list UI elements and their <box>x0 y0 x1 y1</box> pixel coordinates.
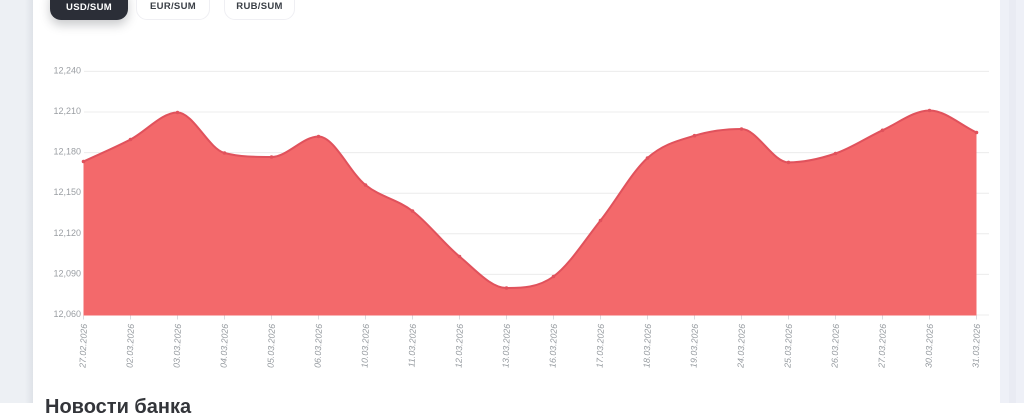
svg-text:24.03.2026: 24.03.2026 <box>735 324 747 369</box>
svg-text:03.03.2026: 03.03.2026 <box>171 324 183 368</box>
svg-text:13.03.2026: 13.03.2026 <box>500 324 512 368</box>
svg-text:25.03.2026: 25.03.2026 <box>782 324 794 369</box>
svg-text:05.03.2026: 05.03.2026 <box>265 324 277 368</box>
svg-text:06.03.2026: 06.03.2026 <box>312 324 324 368</box>
svg-text:02.03.2026: 02.03.2026 <box>124 324 136 368</box>
svg-text:31.03.2026: 31.03.2026 <box>970 324 982 368</box>
svg-text:27.02.2026: 27.02.2026 <box>77 324 89 369</box>
svg-text:12.03.2026: 12.03.2026 <box>453 324 465 368</box>
svg-text:12,120: 12,120 <box>53 228 81 238</box>
svg-text:16.03.2026: 16.03.2026 <box>547 324 559 368</box>
svg-text:10.03.2026: 10.03.2026 <box>359 324 371 368</box>
svg-text:18.03.2026: 18.03.2026 <box>641 324 653 368</box>
svg-text:26.03.2026: 26.03.2026 <box>829 324 841 369</box>
svg-text:12,240: 12,240 <box>53 65 81 75</box>
svg-text:12,180: 12,180 <box>53 147 81 157</box>
svg-text:12,150: 12,150 <box>53 187 81 197</box>
svg-text:12,090: 12,090 <box>53 268 81 278</box>
svg-text:11.03.2026: 11.03.2026 <box>406 324 418 368</box>
svg-text:27.03.2026: 27.03.2026 <box>876 324 888 369</box>
svg-text:12,060: 12,060 <box>53 309 81 319</box>
svg-text:04.03.2026: 04.03.2026 <box>218 324 230 368</box>
svg-text:19.03.2026: 19.03.2026 <box>688 324 700 368</box>
svg-text:30.03.2026: 30.03.2026 <box>923 324 935 368</box>
svg-text:12,210: 12,210 <box>53 106 81 116</box>
svg-text:17.03.2026: 17.03.2026 <box>594 324 606 368</box>
